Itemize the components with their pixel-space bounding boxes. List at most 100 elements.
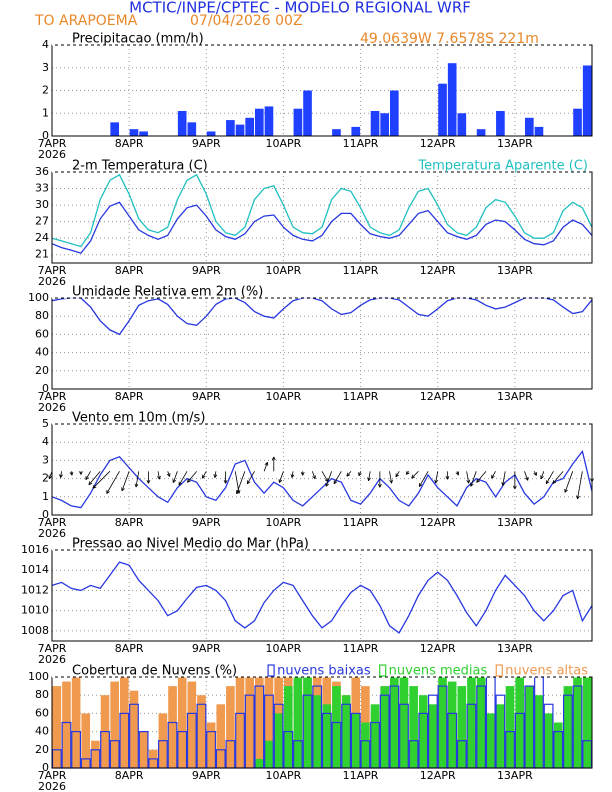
arrow-head [88, 481, 91, 485]
wind-arrow [389, 471, 393, 484]
wind-arrow [445, 471, 450, 480]
arrow-head [466, 480, 470, 484]
bar [226, 120, 235, 136]
arrow-head [59, 474, 61, 478]
arrow-head [512, 485, 516, 490]
arrow-head [291, 474, 295, 478]
bar [129, 129, 139, 136]
location: TO ARAPOEMA [34, 13, 138, 29]
bar [303, 90, 312, 136]
plot-area [52, 298, 592, 389]
arrow-head [186, 478, 189, 483]
bar [322, 704, 332, 768]
arrow-head [389, 480, 392, 484]
arrow-shaft [172, 471, 178, 483]
line [51, 201, 593, 254]
arrow-head [546, 481, 550, 485]
y-tick-label: 1016 [21, 543, 49, 556]
wind-arrow [178, 471, 188, 486]
wind-arrow [540, 471, 545, 480]
bar [245, 677, 254, 768]
arrow-head [445, 475, 448, 480]
arrow-head [92, 486, 97, 489]
wind-arrow [300, 471, 305, 476]
arrow-head [552, 481, 557, 484]
bar [226, 686, 235, 768]
x-tick-label: 8APR [115, 390, 144, 403]
bar [303, 677, 312, 768]
x-tick-label: 12APR [420, 516, 456, 529]
y-tick-label: 1010 [21, 604, 49, 617]
arrow-shaft [106, 471, 120, 494]
arrow-head [85, 477, 89, 480]
wind-arrow [92, 471, 111, 489]
bar [168, 686, 177, 768]
wind-arrow [186, 471, 197, 483]
arrow-head [524, 477, 529, 481]
arrow-shaft [470, 471, 477, 487]
bar [110, 681, 119, 768]
y-tick-label: 0 [42, 508, 49, 521]
arrow-head [455, 472, 459, 476]
arrow-head [540, 476, 544, 480]
y-tick-label: 1 [42, 490, 49, 503]
arrow-head [60, 474, 63, 478]
y-tick-label: 27 [35, 215, 49, 228]
x-tick-label: 13APR [497, 769, 533, 782]
x-tick-label: 9APR [192, 137, 221, 150]
wind-arrow [466, 471, 471, 484]
x-year-label: 2026 [38, 148, 66, 161]
bar [293, 677, 303, 768]
y-tick-label: 20 [35, 364, 49, 377]
arrow-head [279, 479, 283, 483]
coords: 49.0639W 7.6578S 221m [360, 31, 539, 47]
bar [476, 129, 486, 136]
wind-arrow [476, 471, 487, 483]
arrow-shaft [135, 471, 140, 488]
x-tick-label: 7APR [38, 642, 67, 655]
line [51, 297, 593, 336]
x-tick-label: 7APR [38, 769, 67, 782]
wind-arrow [166, 471, 171, 477]
panel-title: Pressao ao Nivel Medio do Mar (hPa) [72, 537, 309, 552]
arrow-head [71, 471, 74, 476]
arrow-shaft [435, 471, 439, 484]
arrow-shaft [418, 471, 429, 487]
bar [129, 690, 139, 768]
wind-arrow [223, 471, 228, 484]
y-tick-label: 40 [35, 725, 49, 738]
bar [332, 686, 341, 768]
y-tick-label: 33 [35, 182, 49, 195]
bar [120, 677, 129, 768]
x-tick-label: 11APR [343, 516, 379, 529]
arrow-head [577, 495, 580, 500]
bar [573, 677, 582, 768]
bar [476, 677, 486, 768]
x-tick-label: 12APR [420, 390, 456, 403]
plot-area [52, 550, 592, 641]
wind-arrow [146, 471, 151, 484]
y-tick-label: 80 [35, 309, 49, 322]
arrow-head [48, 476, 53, 480]
arrow-head [300, 471, 304, 476]
arrow-head [134, 483, 137, 488]
x-tick-label: 9APR [192, 769, 221, 782]
bar [274, 713, 283, 768]
x-tick-label: 7APR [38, 516, 67, 529]
wind-arrow [418, 471, 429, 487]
y-tick-label: 0 [42, 761, 49, 774]
arrow-shaft [411, 471, 419, 479]
wind-arrow [333, 471, 342, 485]
arrow-shaft [187, 471, 197, 483]
arrow-head [146, 479, 149, 484]
x-tick-label: 12APR [420, 264, 456, 277]
arrow-head [406, 472, 410, 475]
arrow-head [476, 478, 478, 483]
arrow-head [333, 481, 338, 485]
bar [505, 686, 515, 768]
wind-arrow [85, 471, 91, 480]
bar [370, 110, 380, 136]
arrow-shaft [346, 471, 352, 477]
legend-label: nuvens altas [505, 664, 588, 679]
legend-label: nuvens baixas [277, 664, 371, 679]
